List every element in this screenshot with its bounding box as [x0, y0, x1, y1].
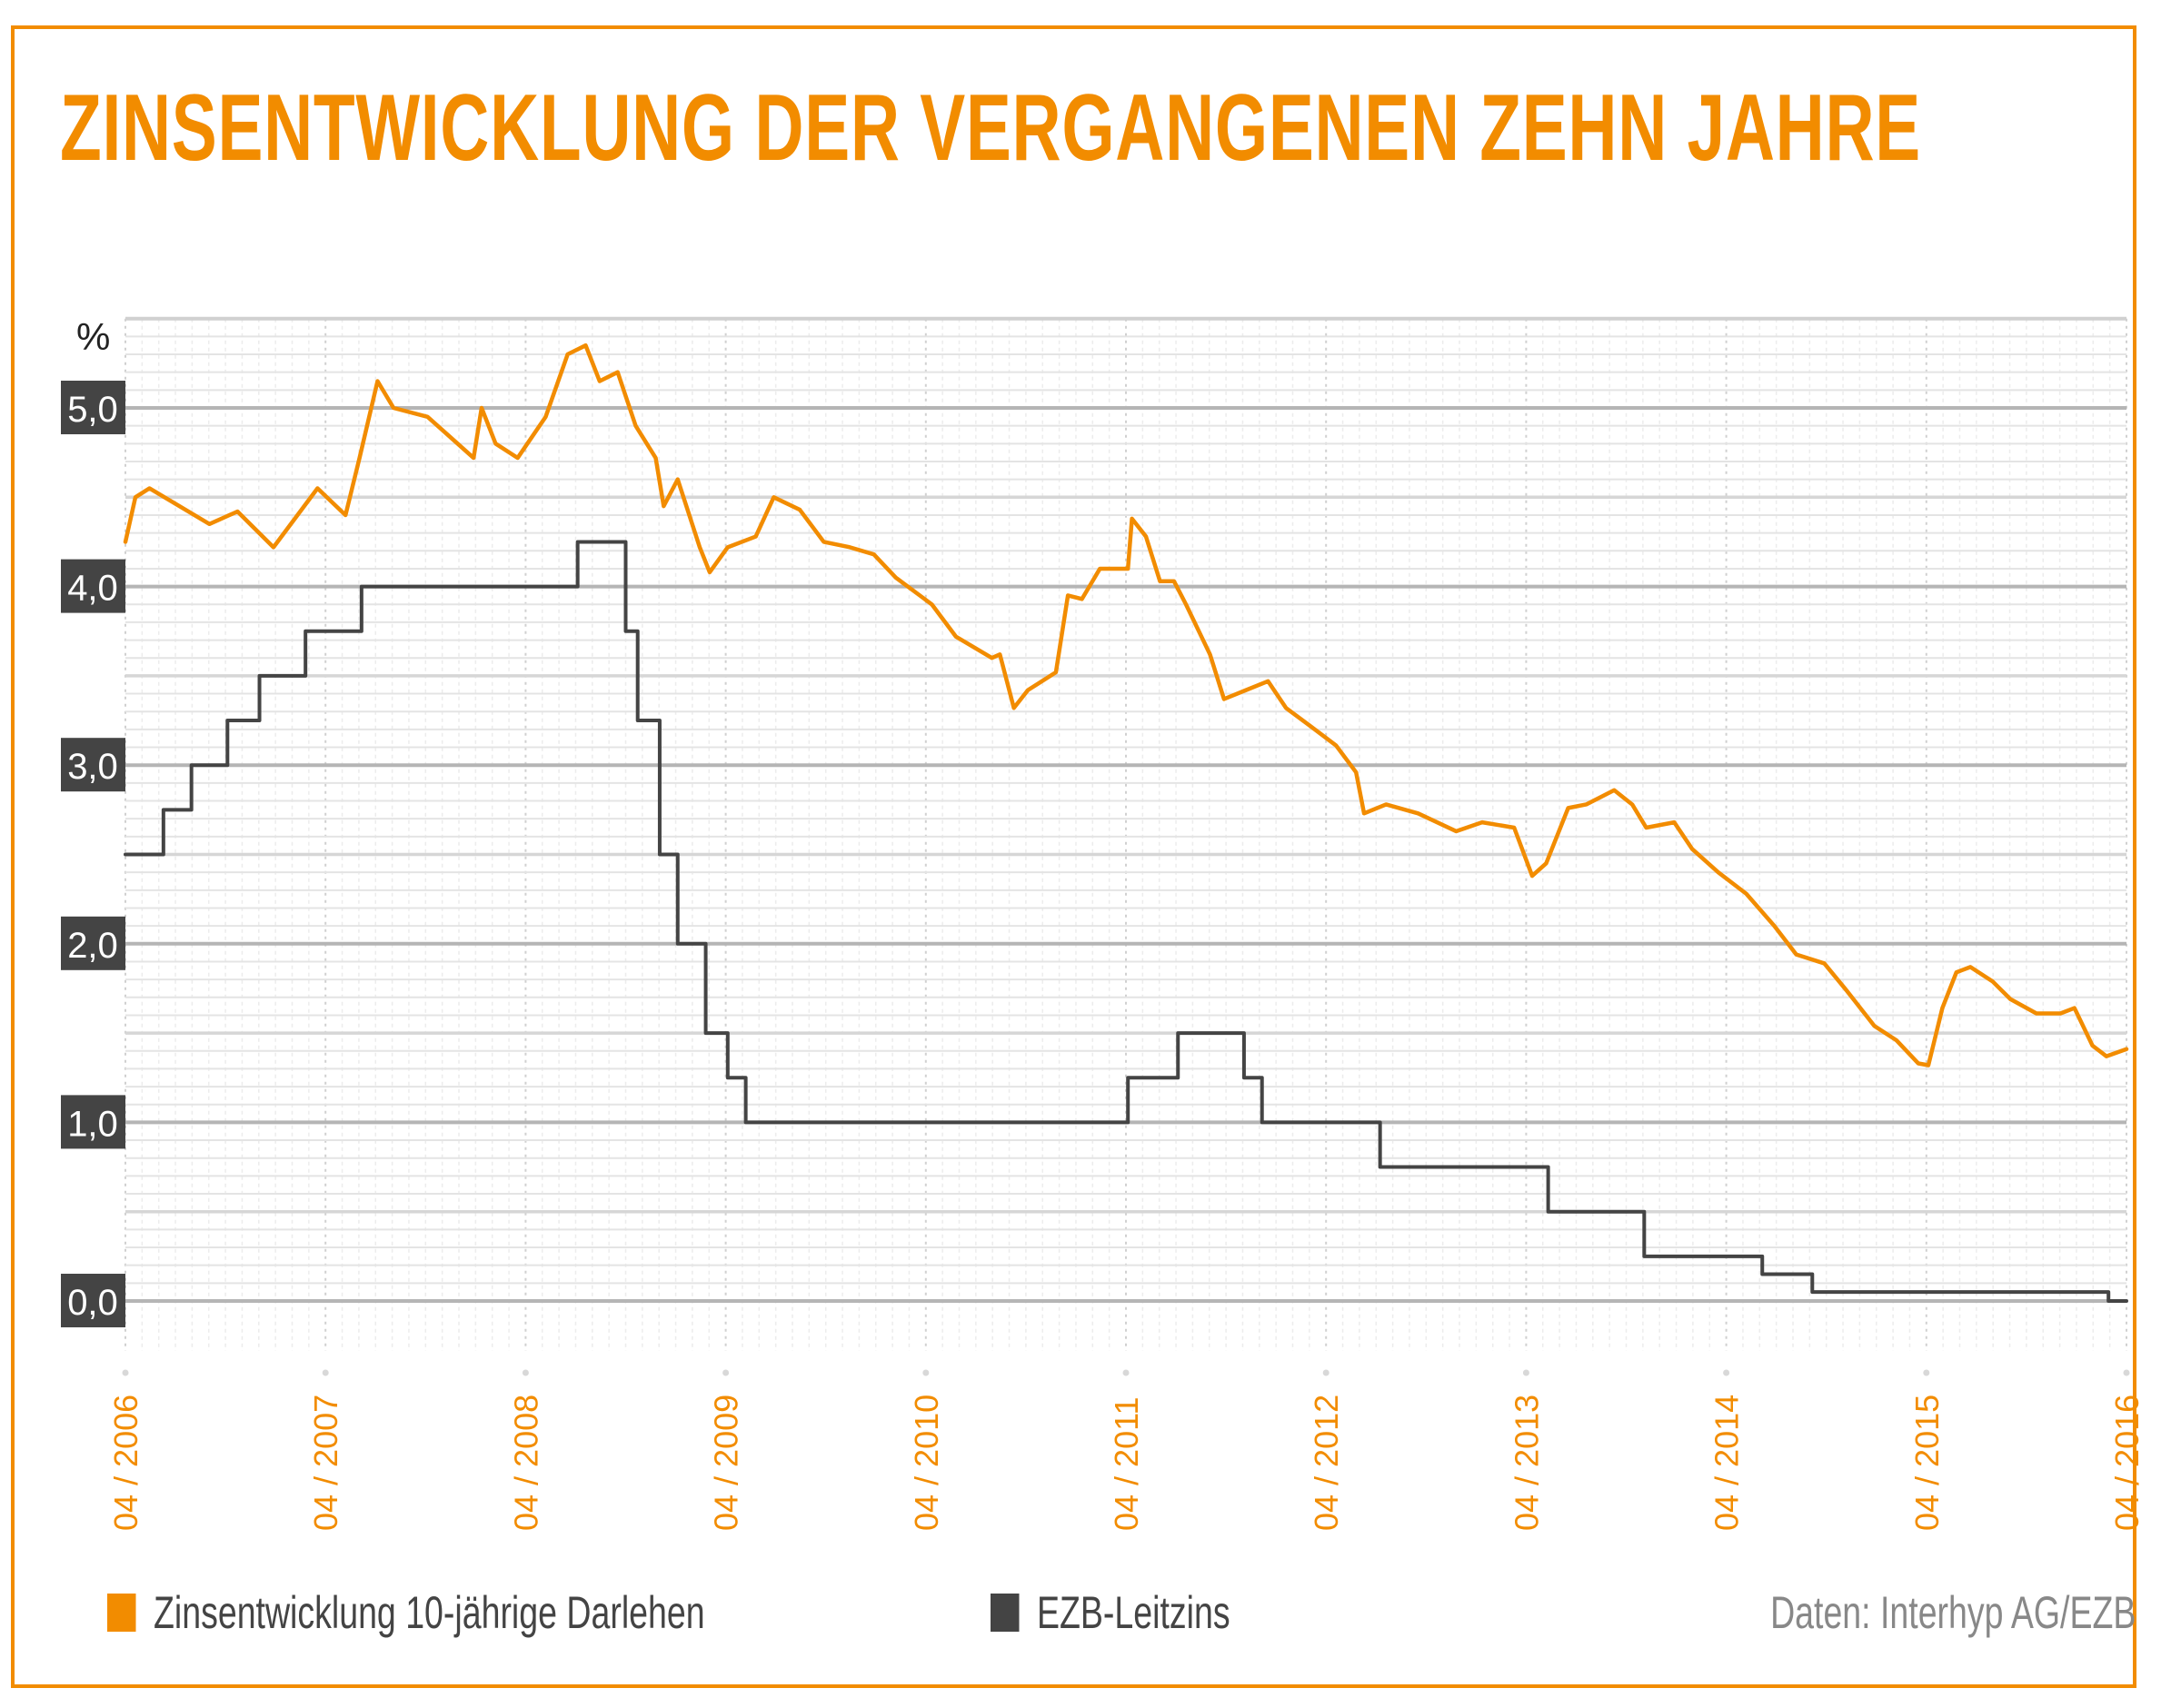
legend-label-darlehen: Zinsentwicklung 10-jährige Darlehen [154, 1587, 705, 1638]
x-tick-label: 04 / 2015 [1908, 1395, 1946, 1531]
y-tick-label: 5,0 [67, 390, 118, 430]
x-tick-mark [1322, 1369, 1330, 1376]
x-tick-mark [922, 1369, 930, 1376]
y-axis-unit-label: % [76, 315, 110, 358]
legend-item-darlehen: Zinsentwicklung 10-jährige Darlehen [107, 1585, 705, 1640]
y-tick-box [61, 916, 125, 970]
x-tick-label: 04 / 2007 [307, 1395, 344, 1531]
x-tick-mark [1122, 1369, 1130, 1376]
y-tick-box [61, 1095, 125, 1149]
y-tick-box [61, 738, 125, 792]
legend-item-ezb: EZB-Leitzins [991, 1585, 1230, 1640]
x-tick-label: 04 / 2016 [2108, 1395, 2146, 1531]
grid [124, 316, 2127, 1351]
x-tick-mark [1522, 1369, 1529, 1376]
x-tick-mark [322, 1369, 329, 1376]
legend-swatch-orange [107, 1594, 136, 1632]
x-tick-label: 04 / 2010 [908, 1395, 945, 1531]
x-tick-mark [722, 1369, 730, 1376]
y-tick-box [61, 381, 125, 434]
y-tick-label: 0,0 [67, 1283, 118, 1323]
y-axis: 0,0 1,0 2,0 3,0 4,0 5,0 [61, 381, 125, 1327]
series-line-darlehen [123, 343, 2129, 1068]
y-tick-label: 4,0 [67, 569, 118, 609]
x-tick-mark [122, 1369, 129, 1376]
data-source-note: Daten: Interhyp AG/EZB [1769, 1587, 2136, 1638]
x-tick-mark [522, 1369, 529, 1376]
series-line-ezb-leitzins [124, 540, 2128, 1303]
y-tick-box [61, 1274, 125, 1327]
x-tick-label: 04 / 2006 [107, 1395, 144, 1531]
y-tick-box [61, 559, 125, 613]
legend-swatch-dark [991, 1594, 1020, 1632]
y-tick-label: 2,0 [67, 926, 118, 966]
x-axis: 04 / 2006 04 / 2007 04 / 2008 04 / 2009 04 /… [107, 1369, 2146, 1531]
x-tick-label: 04 / 2014 [1708, 1395, 1746, 1531]
x-tick-mark [2123, 1369, 2130, 1376]
x-tick-mark [1723, 1369, 1730, 1376]
y-tick-label: 1,0 [67, 1104, 118, 1144]
x-tick-label: 04 / 2009 [708, 1395, 745, 1531]
y-tick-label: 3,0 [67, 747, 118, 787]
x-tick-mark [1923, 1369, 1930, 1376]
x-tick-label: 04 / 2012 [1308, 1395, 1345, 1531]
x-tick-label: 04 / 2008 [507, 1395, 544, 1531]
chart-title: ZINSENTWICKLUNG DER VERGANGENEN ZEHN JAH… [60, 75, 1921, 181]
chart-frame [11, 25, 2136, 1688]
x-tick-label: 04 / 2013 [1508, 1395, 1545, 1531]
legend-label-ezb: EZB-Leitzins [1037, 1587, 1230, 1638]
x-tick-label: 04 / 2011 [1108, 1397, 1145, 1531]
series [123, 343, 2129, 1303]
